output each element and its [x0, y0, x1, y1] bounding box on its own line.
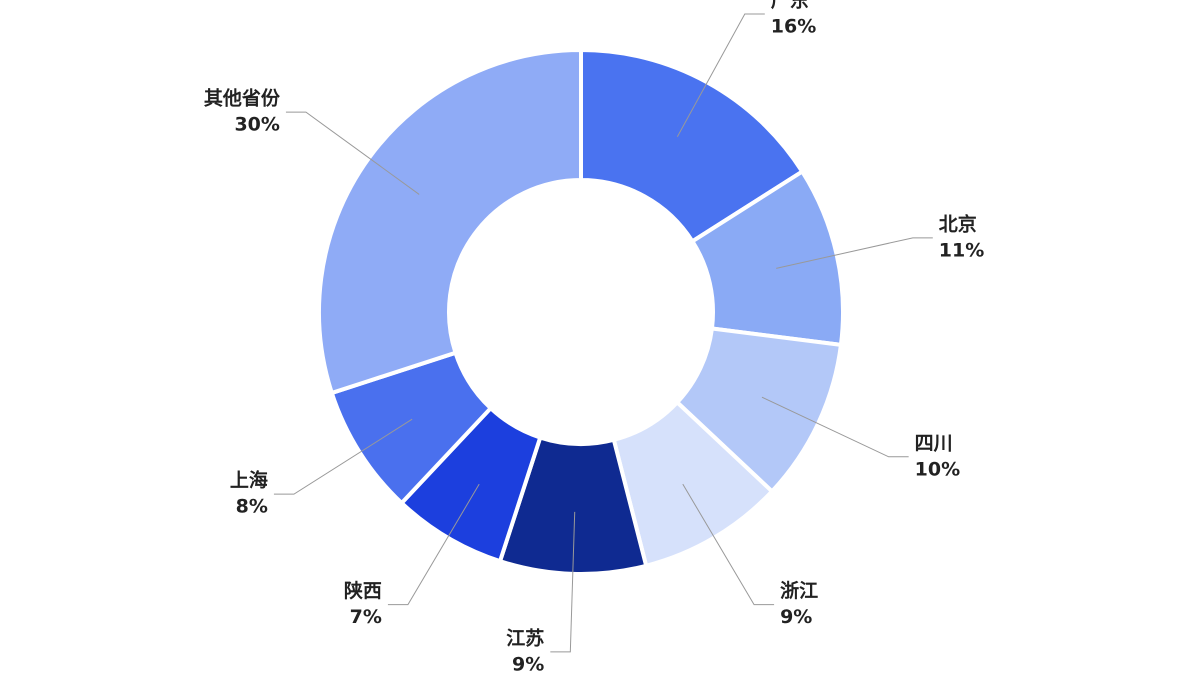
leader-line	[273, 418, 413, 495]
slice-label: 陕西	[344, 579, 382, 602]
leader-line	[682, 483, 775, 606]
slice-label: 北京	[939, 212, 977, 235]
slice-label: 四川	[915, 432, 953, 454]
leader-line	[761, 396, 909, 458]
slice-label: 上海	[230, 469, 268, 492]
slice-value-label: 16%	[771, 16, 816, 38]
slice-value-label: 7%	[350, 606, 382, 628]
leader-line	[676, 13, 765, 137]
leader-line	[387, 483, 480, 606]
slice-label: 广东	[771, 0, 809, 12]
leader-line	[550, 511, 576, 653]
leader-line	[776, 237, 933, 269]
slice-value-label: 10%	[915, 458, 960, 480]
leader-line	[285, 111, 420, 195]
slice-label: 浙江	[780, 579, 818, 602]
slice-value-label: 9%	[512, 653, 544, 675]
slice-value-label: 30%	[234, 114, 279, 136]
slice-value-label: 11%	[939, 239, 984, 261]
slice-label: 江苏	[506, 626, 544, 649]
slice-label: 其他省份	[204, 87, 281, 110]
donut-segment	[317, 47, 583, 396]
slice-value-label: 8%	[236, 496, 268, 518]
donut-segment	[579, 47, 805, 245]
slice-value-label: 9%	[780, 606, 812, 628]
